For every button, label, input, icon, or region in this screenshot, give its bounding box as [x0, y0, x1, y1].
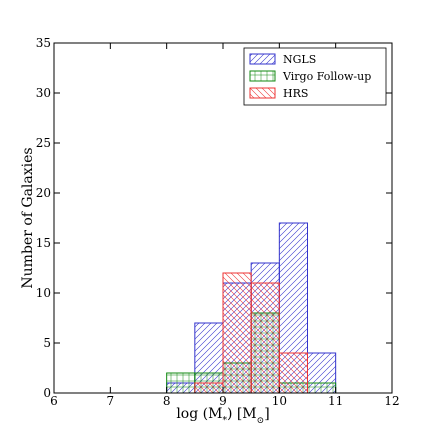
legend-label-virgo-follow-up: Virgo Follow-up: [282, 70, 371, 83]
legend-label-ngls: NGLS: [283, 53, 316, 66]
bar-virgo-follow-up-5: [307, 382, 337, 393]
y-tick-label-35: 35: [36, 36, 51, 50]
bars-layer: [166, 222, 337, 393]
y-tick-label-25: 25: [36, 136, 51, 150]
x-tick-label-11: 11: [328, 394, 343, 408]
x-tick-label-10: 10: [272, 394, 287, 408]
x-axis-label: log (M*) [M⊙]: [176, 406, 269, 426]
x-tick-label-7: 7: [107, 394, 115, 408]
plot-frame: [53, 42, 393, 394]
bar-virgo-follow-up-0: [166, 372, 196, 393]
x-tick-label-9: 9: [219, 394, 227, 408]
legend-swatch-ngls: [249, 53, 276, 65]
y-tick-label-10: 10: [36, 286, 51, 300]
x-tick-label-12: 12: [384, 394, 399, 408]
bar-hrs-3: [250, 282, 280, 393]
legend-swatch-hrs: [249, 87, 276, 99]
y-tick-label-0: 0: [43, 386, 51, 400]
legend-label-hrs: HRS: [283, 87, 308, 100]
y-tick-label-20: 20: [36, 186, 51, 200]
x-tick-label-6: 6: [50, 394, 58, 408]
bar-hrs-4: [278, 352, 309, 393]
legend-entries: NGLS Virgo Follow-up HRS: [249, 53, 371, 100]
bar-hrs-2: [222, 272, 252, 393]
legend-swatch-virgo-follow-up: [249, 70, 276, 82]
bar-hrs-1: [194, 382, 224, 393]
x-tick-label-8: 8: [163, 394, 171, 408]
y-axis-label: Number of Galaxies: [20, 147, 36, 288]
legend: NGLS Virgo Follow-up HRS: [243, 47, 387, 106]
y-tick-label-30: 30: [36, 86, 51, 100]
tick-labels-layer: 6 7 8 9 10 11 12 0 5 10 15 20 25 30 35: [36, 36, 400, 408]
y-tick-label-5: 5: [43, 336, 51, 350]
y-tick-label-15: 15: [36, 236, 51, 250]
